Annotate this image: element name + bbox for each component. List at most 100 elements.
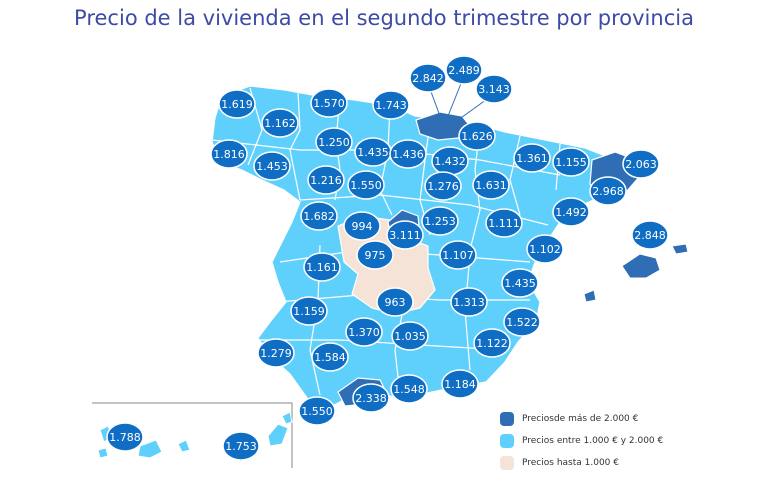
price-badge-value: 1.184 (444, 378, 476, 391)
price-badge-value: 1.370 (348, 326, 380, 339)
price-badge: 3.111 (386, 220, 424, 250)
price-badge-bubble (218, 89, 256, 119)
page-title: Precio de la vivienda en el segundo trim… (74, 6, 694, 30)
price-badge-bubble (310, 88, 348, 118)
price-badge-bubble (409, 63, 447, 93)
price-badge: 3.143 (475, 74, 513, 104)
price-badge: 1.155 (552, 147, 590, 177)
price-badge: 1.111 (485, 208, 523, 238)
price-badge: 1.626 (458, 121, 496, 151)
price-badge-value: 3.143 (478, 83, 510, 96)
price-badges: 1.619 1.162 1.816 1.453 1.570 1.743 2.842 2.489… (106, 55, 669, 461)
price-badge: 1.184 (441, 369, 479, 399)
price-badge-bubble (424, 171, 462, 201)
price-badge-bubble (261, 108, 299, 138)
price-badge: 1.122 (473, 328, 511, 358)
price-badge-bubble (450, 287, 488, 317)
price-badge-value: 994 (352, 220, 373, 233)
price-badge-value: 1.550 (350, 179, 382, 192)
price-badge-value: 1.313 (453, 296, 485, 309)
price-badge-bubble (315, 127, 353, 157)
price-badge: 1.107 (439, 240, 477, 270)
price-badge: 1.435 (354, 137, 392, 167)
price-badge: 1.102 (526, 234, 564, 264)
legend-item-low: Precios hasta 1.000 € (500, 452, 663, 474)
price-badge-bubble (347, 170, 385, 200)
price-badge-value: 1.107 (442, 249, 474, 262)
price-badge-value: 1.619 (221, 98, 253, 111)
price-badge: 1.435 (501, 268, 539, 298)
price-badge-value: 1.122 (476, 337, 508, 350)
price-badge-value: 1.631 (475, 179, 507, 192)
price-badge-bubble (343, 211, 381, 241)
price-badge-bubble (503, 307, 541, 337)
price-badge-value: 1.550 (301, 405, 333, 418)
price-badge: 1.743 (372, 90, 410, 120)
price-badge-bubble (303, 252, 341, 282)
price-badge-value: 2.968 (592, 185, 624, 198)
price-badge: 1.159 (290, 296, 328, 326)
price-badge-bubble (552, 147, 590, 177)
price-badge: 1.035 (391, 321, 429, 351)
price-badge-bubble (631, 220, 669, 250)
price-badge-bubble (458, 121, 496, 151)
price-badge-value: 1.250 (318, 136, 350, 149)
price-badge-value: 1.435 (504, 277, 536, 290)
price-badge-bubble (473, 328, 511, 358)
price-badge-value: 1.522 (506, 316, 538, 329)
price-badge-bubble (445, 55, 483, 85)
price-badge-value: 1.626 (461, 130, 493, 143)
price-badge-value: 1.548 (393, 383, 425, 396)
legend-item-mid: Precios entre 1.000 € y 2.000 € (500, 430, 663, 452)
price-badge-bubble (391, 321, 429, 351)
price-badge-bubble (210, 139, 248, 169)
price-badge-value: 2.489 (448, 64, 480, 77)
price-badge-value: 1.159 (293, 305, 325, 318)
price-badge-bubble (352, 383, 390, 413)
price-badge-bubble (472, 170, 510, 200)
price-badge: 1.570 (310, 88, 348, 118)
legend: Preciosde más de 2.000 € Precios entre 1… (500, 408, 663, 474)
price-badge-value: 1.102 (529, 243, 561, 256)
price-badge-value: 1.435 (357, 146, 389, 159)
price-badge-bubble (372, 90, 410, 120)
price-badge-value: 1.216 (310, 174, 342, 187)
price-badge-value: 1.361 (516, 152, 548, 165)
price-badge: 2.338 (352, 383, 390, 413)
price-badge-bubble (300, 201, 338, 231)
price-badge-value: 1.492 (555, 206, 587, 219)
price-badge-value: 975 (365, 249, 386, 262)
price-badge: 1.361 (513, 143, 551, 173)
price-badge: 1.550 (298, 396, 336, 426)
price-badge-bubble (475, 74, 513, 104)
price-badge-bubble (311, 342, 349, 372)
price-badge: 1.436 (389, 139, 427, 169)
price-badge-value: 1.816 (213, 148, 245, 161)
price-badge: 1.682 (300, 201, 338, 231)
price-badge: 1.370 (345, 317, 383, 347)
price-badge: 1.276 (424, 171, 462, 201)
price-badge: 963 (376, 287, 414, 317)
price-badge-bubble (356, 240, 394, 270)
price-badge-value: 1.682 (303, 210, 335, 223)
price-badge-value: 1.035 (394, 330, 426, 343)
price-badge-value: 2.338 (355, 392, 387, 405)
price-badge-value: 1.162 (264, 117, 296, 130)
legend-label-high: Preciosde más de 2.000 € (522, 414, 639, 424)
price-badge-bubble (526, 234, 564, 264)
price-badge-bubble (257, 338, 295, 368)
legend-swatch-mid (500, 434, 514, 448)
price-badge-bubble (421, 206, 459, 236)
price-badge-value: 1.432 (434, 155, 466, 168)
balearic-islands (583, 243, 689, 303)
price-badge-bubble (513, 143, 551, 173)
price-badge: 975 (356, 240, 394, 270)
price-badge-bubble (253, 151, 291, 181)
price-badge-value: 963 (385, 296, 406, 309)
price-badge-bubble (298, 396, 336, 426)
price-badge: 1.453 (253, 151, 291, 181)
legend-label-mid: Precios entre 1.000 € y 2.000 € (522, 436, 664, 446)
price-badge: 1.492 (552, 197, 590, 227)
price-badge-value: 1.155 (555, 156, 587, 169)
